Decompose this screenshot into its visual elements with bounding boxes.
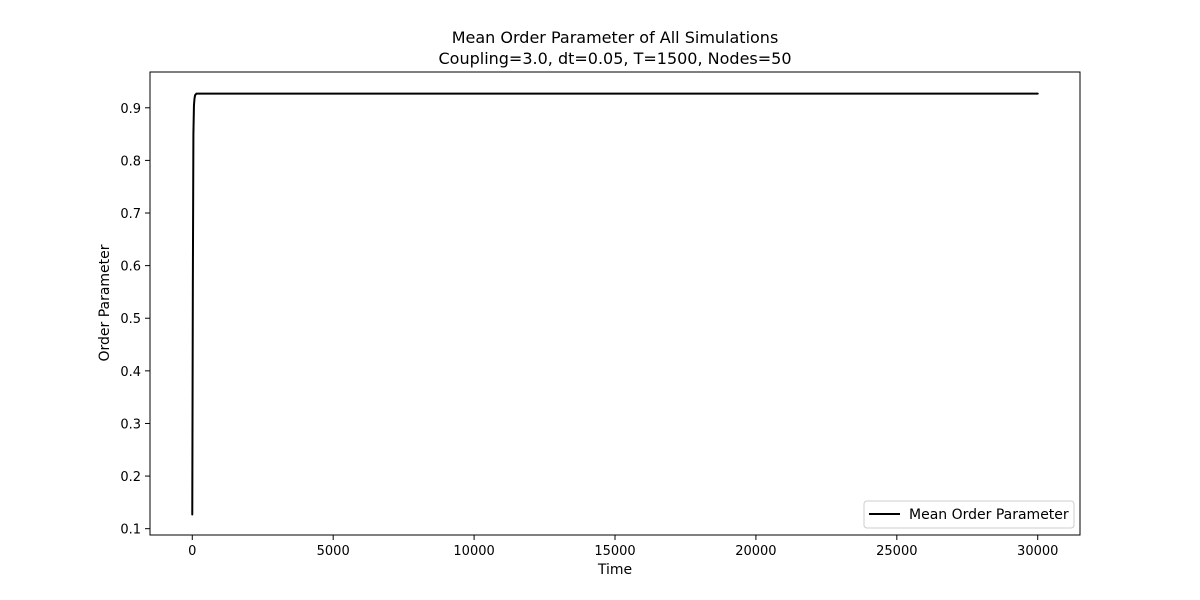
x-tick-label: 0 <box>188 544 196 559</box>
plot-area: 0 5000 10000 15000 20000 25000 30000 0.1 0.2 0.3… <box>120 71 1081 559</box>
y-axis-label: Order Parameter <box>97 244 113 361</box>
chart-title: Mean Order Parameter of All Simulations <box>452 28 779 47</box>
axes-frame <box>149 71 1081 536</box>
y-tick-label: 0.5 <box>120 312 141 327</box>
y-tick-label: 0.8 <box>120 154 141 169</box>
series-layer <box>191 92 1039 516</box>
x-tick-label: 15000 <box>594 544 635 559</box>
legend-box <box>863 500 1075 529</box>
y-tick-label: 0.6 <box>120 260 141 275</box>
legend: Mean Order Parameter <box>863 500 1075 529</box>
x-tick-label: 25000 <box>876 544 917 559</box>
y-tick-label: 0.9 <box>120 102 141 117</box>
x-tick-label: 10000 <box>453 544 494 559</box>
y-tick-label: 0.2 <box>120 470 141 485</box>
x-tick-label: 20000 <box>735 544 776 559</box>
y-tick-label: 0.3 <box>120 417 141 432</box>
y-axis-ticks: 0.1 0.2 0.3 0.4 0.5 0.6 0.7 0.8 0.9 <box>120 102 150 538</box>
series-line-0 <box>191 92 1039 516</box>
x-tick-label: 5000 <box>317 544 350 559</box>
y-tick-label: 0.1 <box>120 523 141 538</box>
x-axis-label: Time <box>597 562 632 578</box>
legend-label: Mean Order Parameter <box>909 507 1069 523</box>
y-tick-label: 0.4 <box>120 365 141 380</box>
x-axis-ticks: 0 5000 10000 15000 20000 25000 30000 <box>188 535 1058 559</box>
y-tick-label: 0.7 <box>120 207 141 222</box>
x-tick-label: 30000 <box>1017 544 1058 559</box>
chart-subtitle: Coupling=3.0, dt=0.05, T=1500, Nodes=50 <box>438 49 791 68</box>
